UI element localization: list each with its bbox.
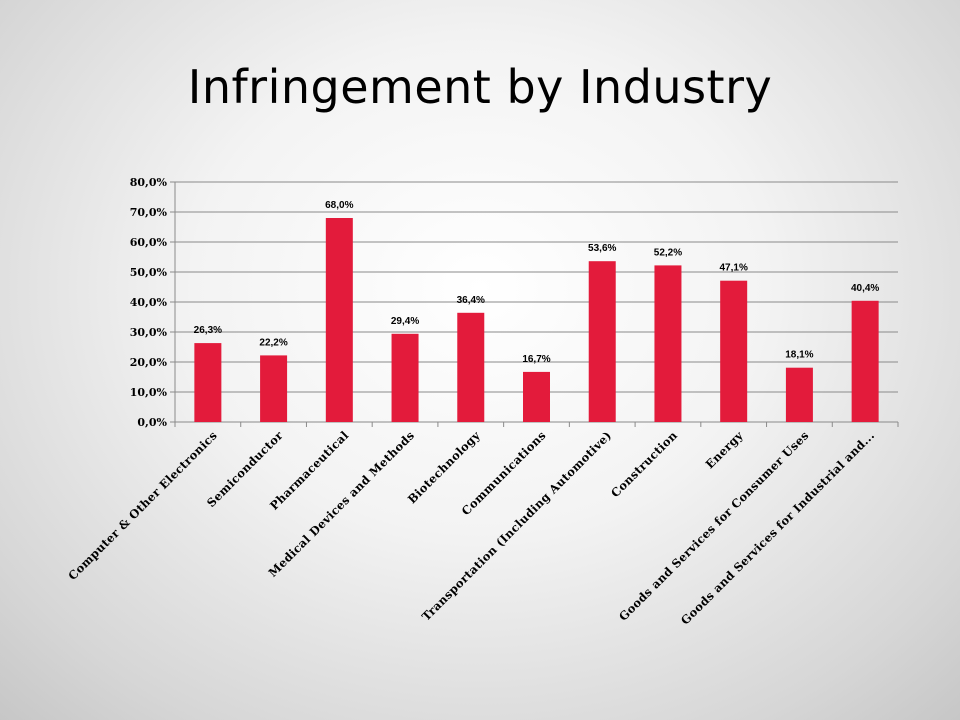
data-label: 52,2%: [654, 247, 682, 258]
bar: [523, 371, 550, 422]
bar: [457, 312, 485, 422]
data-label: 36,4%: [457, 295, 485, 306]
data-label: 40,4%: [851, 283, 879, 294]
y-tick-label: 30,0%: [130, 326, 168, 339]
bar: [391, 333, 419, 422]
y-tick-label: 60,0%: [130, 236, 168, 249]
y-tick-label: 0,0%: [137, 416, 167, 429]
y-tick-label: 80,0%: [130, 176, 168, 189]
bar: [194, 343, 222, 422]
bar: [851, 300, 879, 422]
y-tick-label: 50,0%: [130, 266, 168, 279]
bar: [325, 218, 353, 422]
data-label: 53,6%: [588, 243, 616, 254]
bar: [654, 265, 682, 422]
data-label: 26,3%: [194, 325, 222, 336]
data-label: 18,1%: [785, 350, 813, 361]
data-label: 16,7%: [522, 354, 550, 365]
bars: [194, 218, 879, 422]
data-labels: 26,3% 22,2% 68,0% 29,4% 36,4% 16,7% 53,6% 52,2%…: [194, 200, 880, 365]
y-tick-label: 40,0%: [130, 296, 168, 309]
y-axis-tick-labels: 0,0% 10,0% 20,0% 30,0% 40,0% 50,0% 60,0% 70,0% 8…: [130, 176, 168, 429]
x-tick-label: Construction: [608, 428, 680, 500]
x-tick-label: Computer & Other Electronics: [65, 428, 220, 583]
x-tick-label: Medical Devices and Methods: [266, 428, 418, 580]
data-label: 22,2%: [259, 337, 287, 348]
bar: [588, 261, 616, 422]
bar: [720, 280, 748, 422]
x-tick-label: Energy: [703, 428, 746, 471]
slide-title: Infringement by Industry: [187, 60, 773, 114]
y-tick-label: 70,0%: [130, 206, 168, 219]
data-label: 68,0%: [325, 200, 353, 211]
data-label: 47,1%: [720, 263, 748, 274]
y-tick-label: 10,0%: [130, 386, 168, 399]
bar: [785, 367, 813, 422]
axes: [170, 181, 899, 427]
y-tick-label: 20,0%: [130, 356, 168, 369]
data-label: 29,4%: [391, 316, 419, 327]
bar: [260, 355, 288, 422]
x-axis-tick-labels: Computer & Other ElectronicsSemiconducto…: [65, 428, 877, 628]
